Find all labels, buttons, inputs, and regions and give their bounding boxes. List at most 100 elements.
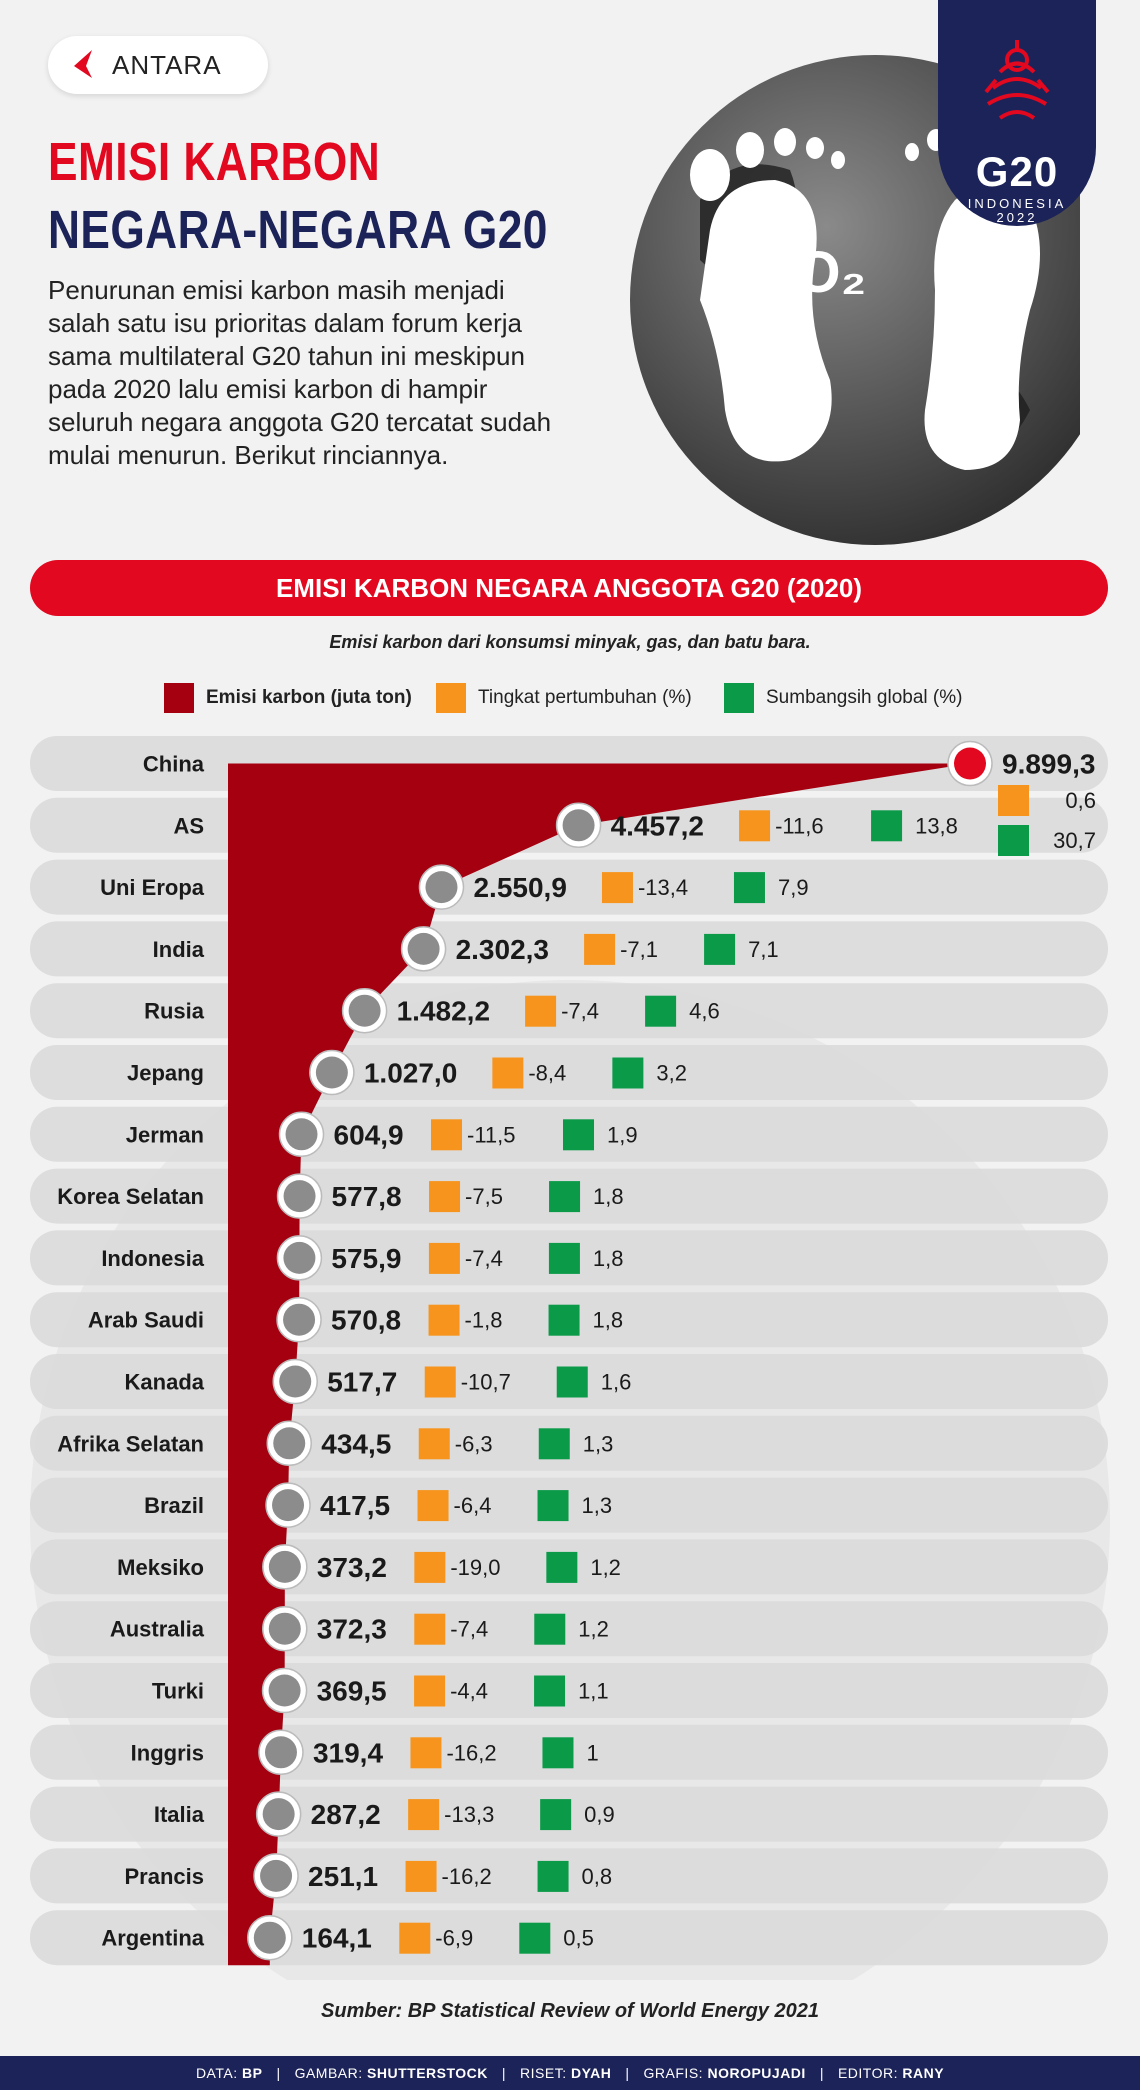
category-label: Afrika Selatan: [57, 1431, 204, 1456]
category-label: Prancis: [125, 1864, 205, 1889]
growth-swatch: [431, 1119, 463, 1151]
intro-text: Penurunan emisi karbon masih menjadi sal…: [48, 275, 552, 470]
share-swatch: [556, 1366, 588, 1398]
antara-logo-text: ANTARA: [112, 50, 222, 80]
category-label: Inggris: [131, 1740, 204, 1765]
category-label: AS: [173, 813, 204, 838]
growth-swatch: [414, 1613, 446, 1645]
growth-label: -4,4: [450, 1679, 488, 1704]
share-swatch: [519, 1922, 551, 1954]
growth-label: -13,4: [638, 875, 688, 900]
legend-label-emission: Emisi karbon (juta ton): [206, 687, 412, 708]
growth-swatch: [399, 1922, 431, 1954]
share-swatch: [704, 933, 736, 965]
growth-label: 0,6: [1065, 788, 1096, 813]
share-swatch: [540, 1799, 572, 1831]
flag-icon-inner: [272, 1489, 305, 1522]
value-label: 9.899,3: [1002, 749, 1095, 780]
share-label: 7,1: [748, 937, 779, 962]
flag-icon-inner: [262, 1798, 295, 1831]
growth-label: -11,5: [467, 1122, 516, 1147]
chart-title-banner: EMISI KARBON NEGARA ANGGOTA G20 (2020): [30, 560, 1108, 616]
emission-area: [228, 763, 970, 1966]
page-title-line2: NEGARA-NEGARA G20: [48, 200, 548, 260]
share-swatch: [548, 1304, 580, 1336]
share-label: 13,8: [915, 813, 958, 838]
growth-swatch: [414, 1675, 446, 1707]
row-background: [30, 1848, 1108, 1904]
category-label: Argentina: [101, 1926, 204, 1951]
value-label: 373,2: [317, 1552, 387, 1583]
share-label: 0,8: [582, 1864, 613, 1889]
share-label: 1,8: [593, 1184, 624, 1209]
growth-label: -16,2: [442, 1864, 492, 1889]
credits-footer: DATA: BP | GAMBAR: SHUTTERSTOCK | RISET:…: [0, 2056, 1140, 2090]
credit-data: DATA: BP: [195, 2065, 263, 2081]
category-label: Korea Selatan: [57, 1184, 204, 1209]
flag-icon-inner: [279, 1365, 312, 1398]
growth-label: -7,4: [465, 1246, 503, 1271]
growth-label: -6,4: [454, 1493, 492, 1518]
value-label: 287,2: [311, 1799, 381, 1830]
category-label: Brazil: [144, 1493, 204, 1518]
category-label: Turki: [152, 1679, 204, 1704]
legend-label-share: Sumbangsih global (%): [766, 687, 963, 708]
growth-swatch: [408, 1799, 440, 1831]
value-label: 164,1: [302, 1923, 372, 1954]
value-label: 417,5: [320, 1490, 390, 1521]
flag-icon-inner: [285, 1118, 318, 1151]
value-label: 2.302,3: [456, 934, 549, 965]
share-swatch: [534, 1675, 566, 1707]
share-label: 1,2: [590, 1555, 621, 1580]
flag-icon-inner: [315, 1056, 348, 1089]
flag-icon-inner: [268, 1674, 301, 1707]
growth-swatch: [410, 1737, 442, 1769]
value-label: 369,5: [317, 1676, 387, 1707]
row-background: [30, 1910, 1108, 1966]
antara-logo-icon: [74, 50, 92, 78]
share-label: 1,3: [583, 1431, 614, 1456]
value-label: 319,4: [313, 1737, 383, 1768]
share-label: 1,9: [607, 1122, 638, 1147]
g20-year: 2022: [996, 210, 1038, 225]
share-swatch: [733, 872, 765, 904]
flag-icon-inner: [268, 1550, 301, 1583]
growth-swatch: [525, 995, 557, 1027]
value-label: 604,9: [334, 1119, 404, 1150]
flag-icon-inner: [268, 1612, 301, 1645]
page-title-line1: EMISI KARBON: [48, 132, 381, 192]
share-label: 1,8: [593, 1308, 624, 1333]
share-swatch: [563, 1119, 595, 1151]
category-label: Kanada: [125, 1370, 205, 1395]
growth-label: -13,3: [444, 1802, 494, 1827]
category-label: India: [153, 937, 205, 962]
value-label: 577,8: [332, 1181, 402, 1212]
g20-subtitle: INDONESIA: [967, 196, 1067, 211]
flag-icon-inner: [283, 1180, 316, 1213]
growth-swatch: [417, 1490, 449, 1522]
share-label: 30,7: [1053, 828, 1096, 853]
growth-swatch: [414, 1551, 446, 1583]
share-label: 1,2: [578, 1617, 609, 1642]
growth-label: -6,9: [435, 1926, 473, 1951]
chart-title: EMISI KARBON NEGARA ANGGOTA G20 (2020): [275, 572, 863, 603]
category-label: Indonesia: [101, 1246, 204, 1271]
growth-label: -7,4: [561, 999, 599, 1024]
category-label: Rusia: [144, 999, 205, 1024]
share-label: 1,3: [582, 1493, 613, 1518]
share-label: 0,5: [563, 1926, 594, 1951]
value-label: 575,9: [331, 1243, 401, 1274]
growth-label: -6,3: [455, 1431, 493, 1456]
share-label: 3,2: [656, 1061, 687, 1086]
share-swatch: [871, 810, 903, 842]
value-label: 517,7: [327, 1367, 397, 1398]
flag-icon-inner: [954, 747, 986, 780]
share-swatch: [548, 1242, 580, 1274]
growth-label: -11,6: [775, 813, 824, 838]
share-swatch: [549, 1181, 581, 1213]
value-label: 2.550,9: [473, 872, 566, 903]
growth-label: -7,5: [465, 1184, 503, 1209]
category-label: Jepang: [127, 1061, 204, 1086]
growth-label: -1,8: [465, 1308, 503, 1333]
legend-item-share: Sumbangsih global (%): [724, 682, 962, 714]
